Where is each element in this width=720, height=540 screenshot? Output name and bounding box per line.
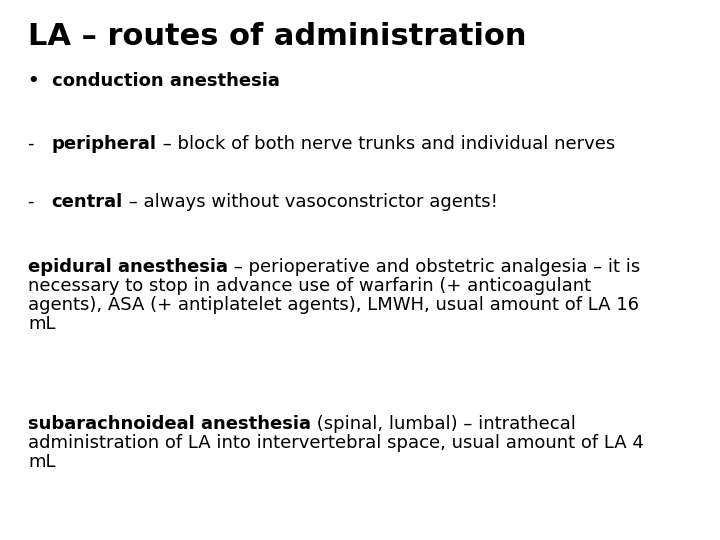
Text: agents), ASA (+ antiplatelet agents), LMWH, usual amount of LA 16: agents), ASA (+ antiplatelet agents), LM…: [28, 296, 639, 314]
Text: -: -: [28, 193, 52, 211]
Text: (spinal, lumbal) – intrathecal: (spinal, lumbal) – intrathecal: [311, 415, 576, 433]
Text: peripheral: peripheral: [52, 135, 157, 153]
Text: necessary to stop in advance use of warfarin (+ anticoagulant: necessary to stop in advance use of warf…: [28, 277, 591, 295]
Text: administration of LA into intervertebral space, usual amount of LA 4: administration of LA into intervertebral…: [28, 434, 644, 452]
Text: subarachnoideal anesthesia: subarachnoideal anesthesia: [28, 415, 311, 433]
Text: mL: mL: [28, 453, 55, 471]
Text: •  conduction anesthesia: • conduction anesthesia: [28, 72, 280, 90]
Text: epidural anesthesia: epidural anesthesia: [28, 258, 228, 276]
Text: – always without vasoconstrictor agents!: – always without vasoconstrictor agents!: [123, 193, 498, 211]
Text: – perioperative and obstetric analgesia – it is: – perioperative and obstetric analgesia …: [228, 258, 640, 276]
Text: – block of both nerve trunks and individual nerves: – block of both nerve trunks and individ…: [157, 135, 615, 153]
Text: central: central: [52, 193, 123, 211]
Text: mL: mL: [28, 314, 55, 333]
Text: -: -: [28, 135, 52, 153]
Text: LA – routes of administration: LA – routes of administration: [28, 22, 526, 51]
